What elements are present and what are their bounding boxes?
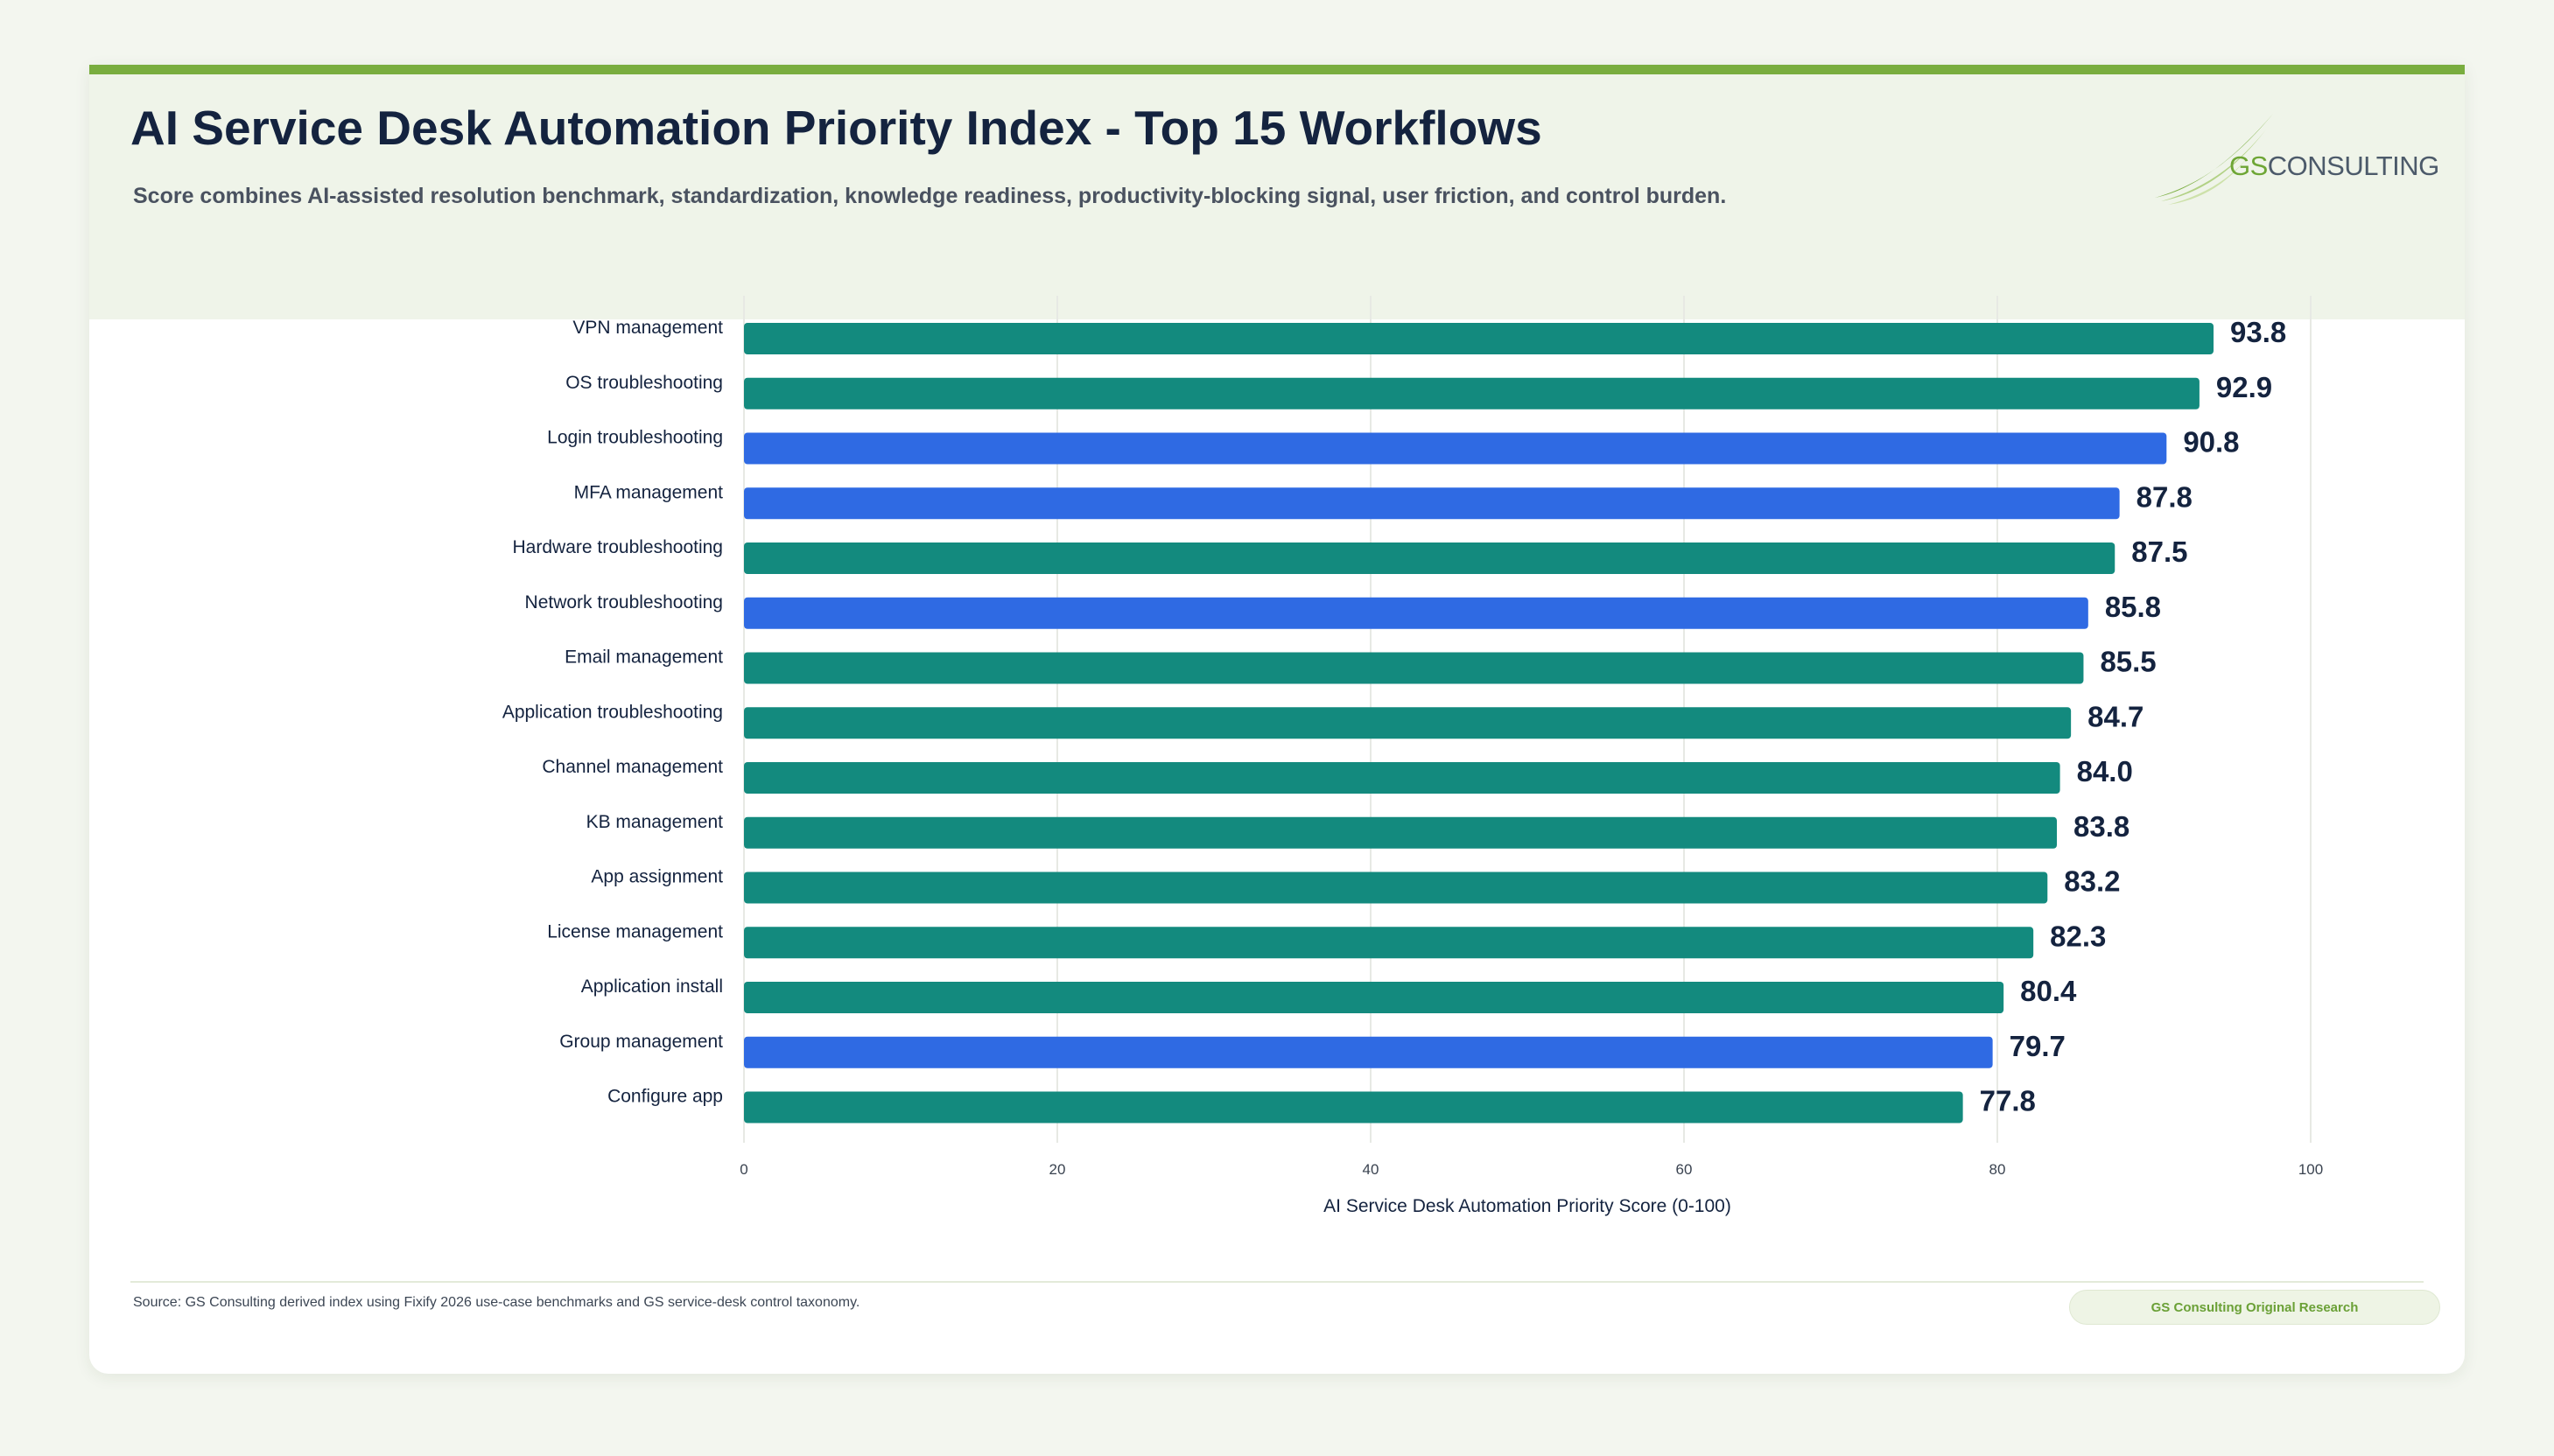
accent-top-bar <box>89 65 2465 74</box>
category-label: License management <box>547 921 723 942</box>
bar <box>744 487 2120 520</box>
category-label: KB management <box>586 812 724 832</box>
category-label: App assignment <box>591 867 723 887</box>
value-label: 85.5 <box>2100 646 2156 678</box>
research-badge: GS Consulting Original Research <box>2069 1290 2440 1325</box>
category-label: Channel management <box>542 757 723 777</box>
category-label: MFA management <box>574 482 724 502</box>
value-label: 82.3 <box>2050 920 2106 952</box>
value-label: 85.8 <box>2105 591 2161 623</box>
value-label: 77.8 <box>1980 1085 2036 1117</box>
category-label: OS troubleshooting <box>565 373 723 393</box>
category-label: VPN management <box>572 318 723 338</box>
bar <box>744 323 2214 354</box>
category-label: Hardware troubleshooting <box>513 537 723 557</box>
bar <box>744 707 2072 739</box>
bar <box>744 1036 1993 1068</box>
value-label: 83.8 <box>2073 810 2130 843</box>
value-label: 93.8 <box>2230 316 2286 348</box>
bar <box>744 927 2034 959</box>
bar <box>744 872 2048 904</box>
value-label: 84.0 <box>2077 755 2133 788</box>
footer-divider <box>130 1281 2424 1283</box>
value-label: 83.2 <box>2064 865 2120 898</box>
bar <box>744 652 2084 684</box>
x-tick-label: 20 <box>1049 1161 1066 1178</box>
value-label: 87.5 <box>2131 536 2187 568</box>
bar <box>744 982 2004 1013</box>
category-label: Network troubleshooting <box>525 592 723 612</box>
company-logo-text: GSCONSULTING <box>2229 150 2439 181</box>
value-label: 79.7 <box>2010 1030 2066 1062</box>
bar <box>744 542 2115 574</box>
x-tick-label: 80 <box>1989 1161 2006 1178</box>
value-label: 87.8 <box>2137 480 2193 513</box>
category-label: Application troubleshooting <box>502 702 723 722</box>
x-tick-label: 40 <box>1363 1161 1379 1178</box>
bar <box>744 432 2167 465</box>
category-label: Configure app <box>607 1087 723 1107</box>
value-label: 90.8 <box>2183 426 2239 458</box>
source-note: Source: GS Consulting derived index usin… <box>133 1295 860 1310</box>
category-label: Group management <box>559 1032 723 1052</box>
x-axis-title: AI Service Desk Automation Priority Scor… <box>1323 1196 1731 1216</box>
value-label: 92.9 <box>2216 371 2272 403</box>
bar-chart: 0 20 40 60 80 100 AI Service Desk Automation P… <box>502 296 2323 1216</box>
value-label: 80.4 <box>2020 975 2077 1007</box>
value-label: 84.7 <box>2087 700 2144 732</box>
x-tick-label: 100 <box>2298 1161 2323 1178</box>
bar <box>744 816 2058 849</box>
page-subtitle: Score combines AI-assisted resolution be… <box>133 184 1727 208</box>
category-label: Email management <box>565 648 723 668</box>
page-title: AI Service Desk Automation Priority Inde… <box>130 101 1542 155</box>
category-label: Login troubleshooting <box>547 428 723 448</box>
header-band <box>89 74 2465 319</box>
x-tick-label: 0 <box>740 1161 747 1178</box>
category-label: Application install <box>581 976 723 997</box>
bar <box>744 762 2060 794</box>
bar <box>744 1091 1963 1124</box>
report-card: AI Service Desk Automation Priority Inde… <box>89 65 2465 1374</box>
bar <box>744 597 2088 629</box>
x-tick-label: 60 <box>1676 1161 1693 1178</box>
bar <box>744 377 2200 410</box>
